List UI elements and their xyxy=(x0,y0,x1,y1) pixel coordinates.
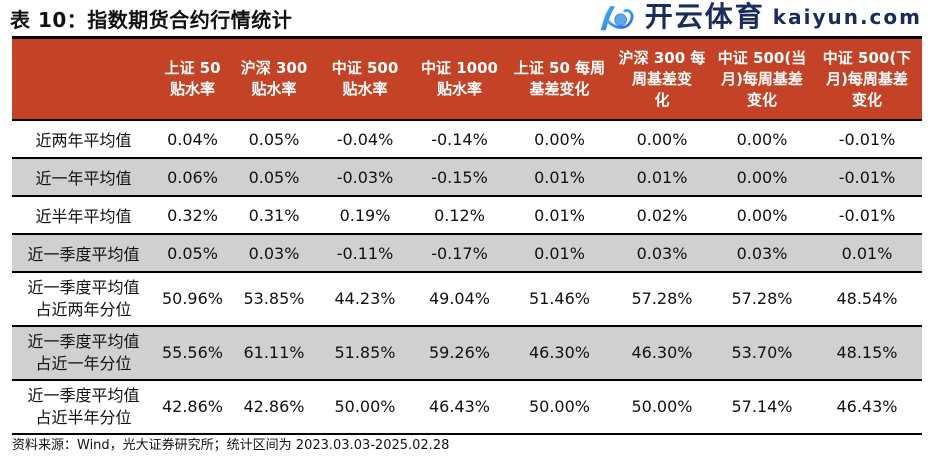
table-cell: 0.31% xyxy=(230,195,318,234)
table-cell: 0.01% xyxy=(507,233,612,272)
column-header: 沪深 300 贴水率 xyxy=(230,37,318,120)
table-cell: 51.46% xyxy=(507,271,612,326)
table-row: 近半年平均值 0.32% 0.31% 0.19% 0.12% 0.01% 0.02% 0.00… xyxy=(12,195,922,234)
kaiyun-logo-icon xyxy=(600,5,634,31)
table-cell: 0.01% xyxy=(507,157,612,196)
column-header: 中证 500(下 月)每周基差 变化 xyxy=(812,37,922,120)
futures-stats-table: 上证 50 贴水率 沪深 300 贴水率 中证 500 贴水率 中证 1000 贴水率… xyxy=(12,36,922,435)
table-cell: -0.11% xyxy=(318,233,412,272)
table-cell: 0.03% xyxy=(712,233,812,272)
table-cell: -0.15% xyxy=(412,157,507,196)
column-header: 上证 50 贴水率 xyxy=(155,37,230,120)
table-cell: 46.30% xyxy=(507,325,612,380)
table-row: 近一季度平均值 占近半年分位 42.86% 42.86% 50.00% 46.43% 50… xyxy=(12,379,922,434)
table-cell: 44.23% xyxy=(318,271,412,326)
table-cell: 0.00% xyxy=(712,119,812,158)
row-label: 近一季度平均值 占近两年分位 xyxy=(12,271,155,326)
table-cell: -0.01% xyxy=(812,157,922,196)
row-label: 近一季度平均值 xyxy=(12,233,155,272)
table-cell: 46.43% xyxy=(812,379,922,434)
watermark-en: kaiyun.com xyxy=(772,5,922,29)
table-cell: -0.17% xyxy=(412,233,507,272)
table-cell: 0.02% xyxy=(612,195,712,234)
table-cell: 0.32% xyxy=(155,195,230,234)
table-cell: 50.00% xyxy=(612,379,712,434)
column-header: 中证 500(当 月)每周基差 变化 xyxy=(712,37,812,120)
table-cell: 0.00% xyxy=(712,195,812,234)
table-cell: 0.05% xyxy=(230,119,318,158)
table-cell: 0.01% xyxy=(507,195,612,234)
table-cell: 59.26% xyxy=(412,325,507,380)
table-row: 近一季度平均值 0.05% 0.03% -0.11% -0.17% 0.01% 0.03% 0… xyxy=(12,233,922,272)
column-header: 中证 1000 贴水率 xyxy=(412,37,507,120)
table-cell: 57.28% xyxy=(712,271,812,326)
table-cell: 61.11% xyxy=(230,325,318,380)
table-cell: -0.03% xyxy=(318,157,412,196)
table-cell: -0.04% xyxy=(318,119,412,158)
table-cell: 50.96% xyxy=(155,271,230,326)
table-title: 表 10：指数期货合约行情统计 xyxy=(10,8,293,32)
table-cell: 0.05% xyxy=(230,157,318,196)
table-row: 近两年平均值 0.04% 0.05% -0.04% -0.14% 0.00% 0.00% 0.… xyxy=(12,119,922,158)
watermark-logo: 开云体育 kaiyun.com xyxy=(597,0,922,34)
row-label: 近一季度平均值 占近半年分位 xyxy=(12,379,155,434)
table-cell: 0.19% xyxy=(318,195,412,234)
source-note: 资料来源：Wind，光大证券研究所；统计区间为 2023.03.03-2025.… xyxy=(12,438,450,453)
table-cell: -0.14% xyxy=(412,119,507,158)
row-label: 近半年平均值 xyxy=(12,195,155,234)
column-header: 上证 50 每周 基差变化 xyxy=(507,37,612,120)
table-cell: 55.56% xyxy=(155,325,230,380)
table-cell: 0.01% xyxy=(612,157,712,196)
table-cell: -0.01% xyxy=(812,119,922,158)
table-row: 近一季度平均值 占近两年分位 50.96% 53.85% 44.23% 49.04% 51… xyxy=(12,271,922,326)
table-cell: 0.03% xyxy=(612,233,712,272)
table-cell: 49.04% xyxy=(412,271,507,326)
table-cell: 53.85% xyxy=(230,271,318,326)
table-cell: 0.04% xyxy=(155,119,230,158)
watermark-zh: 开云体育 xyxy=(644,0,765,33)
table-cell: 50.00% xyxy=(318,379,412,434)
table-cell: 50.00% xyxy=(507,379,612,434)
table-cell: 0.01% xyxy=(812,233,922,272)
table-cell: 57.14% xyxy=(712,379,812,434)
table-cell: 46.43% xyxy=(412,379,507,434)
row-label: 近两年平均值 xyxy=(12,119,155,158)
table-cell: 0.06% xyxy=(155,157,230,196)
table-cell: 0.03% xyxy=(230,233,318,272)
table-cell: 48.15% xyxy=(812,325,922,380)
table-cell: 48.54% xyxy=(812,271,922,326)
table-cell: -0.01% xyxy=(812,195,922,234)
table-cell: 0.00% xyxy=(712,157,812,196)
table-cell: 53.70% xyxy=(712,325,812,380)
column-header: 中证 500 贴水率 xyxy=(318,37,412,120)
table-cell: 42.86% xyxy=(155,379,230,434)
header-row: 上证 50 贴水率 沪深 300 贴水率 中证 500 贴水率 中证 1000 贴水率… xyxy=(12,37,922,120)
column-header xyxy=(12,37,155,120)
table-cell: 46.30% xyxy=(612,325,712,380)
column-header: 沪深 300 每 周基差变 化 xyxy=(612,37,712,120)
row-label: 近一季度平均值 占近一年分位 xyxy=(12,325,155,380)
table-cell: 0.05% xyxy=(155,233,230,272)
table-cell: 0.12% xyxy=(412,195,507,234)
table-cell: 0.00% xyxy=(612,119,712,158)
table-cell: 51.85% xyxy=(318,325,412,380)
row-label: 近一年平均值 xyxy=(12,157,155,196)
table-cell: 57.28% xyxy=(612,271,712,326)
table-row: 近一季度平均值 占近一年分位 55.56% 61.11% 51.85% 59.26% 46… xyxy=(12,325,922,380)
table-row: 近一年平均值 0.06% 0.05% -0.03% -0.15% 0.01% 0.01% 0.… xyxy=(12,157,922,196)
table-cell: 0.00% xyxy=(507,119,612,158)
table-cell: 42.86% xyxy=(230,379,318,434)
